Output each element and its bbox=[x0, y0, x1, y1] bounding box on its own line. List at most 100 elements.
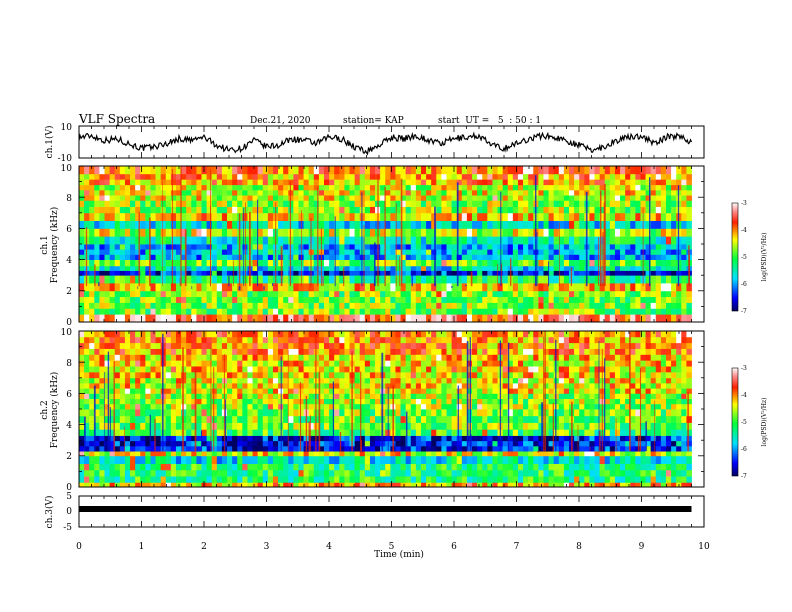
spectrogram-cell bbox=[482, 476, 488, 483]
spectrogram-cell bbox=[354, 254, 361, 260]
spectrogram-cell bbox=[558, 314, 565, 323]
spectrogram-cell bbox=[487, 463, 493, 471]
spectrogram-cell bbox=[380, 469, 386, 477]
spectrogram-cell bbox=[650, 290, 657, 298]
spectrogram-cell bbox=[227, 270, 233, 276]
spectrogram-cell bbox=[334, 429, 340, 436]
spectrogram-cell bbox=[512, 451, 519, 457]
spectrogram-cell bbox=[318, 476, 325, 483]
spectrogram-cell bbox=[324, 463, 330, 471]
spectrogram-cell bbox=[257, 244, 264, 250]
spectrogram-cell bbox=[303, 184, 310, 191]
spectrogram-cell bbox=[594, 314, 601, 323]
spectrogram-cell bbox=[395, 296, 401, 303]
spectrogram-cell bbox=[252, 435, 259, 442]
spectrogram-cell bbox=[278, 212, 284, 221]
spectrogram-cell bbox=[584, 440, 590, 447]
spectrogram-cell bbox=[150, 220, 156, 229]
spectrogram-cell bbox=[283, 403, 289, 410]
spectrogram-cell bbox=[206, 451, 213, 457]
spectrogram-cell bbox=[630, 236, 636, 245]
spectrogram-cell bbox=[232, 212, 238, 221]
spectrogram-cell bbox=[461, 296, 468, 303]
spectrogram-cell bbox=[324, 220, 330, 229]
spectrogram-cell bbox=[660, 173, 667, 180]
spectrogram-cell bbox=[426, 228, 432, 237]
spectrogram-cell bbox=[487, 275, 493, 284]
spectrogram-cell bbox=[451, 283, 458, 292]
spectrogram-cell bbox=[369, 244, 376, 250]
spectrogram-cell bbox=[339, 455, 345, 464]
spectrogram-cell bbox=[145, 476, 151, 483]
spectrogram-cell bbox=[380, 275, 386, 284]
spectrogram-cell bbox=[247, 283, 253, 292]
spectrogram-cell bbox=[288, 422, 294, 430]
spectrogram-cell bbox=[89, 451, 95, 457]
spectrogram-cell bbox=[318, 469, 325, 477]
spectrogram-cell bbox=[420, 206, 427, 214]
spectrogram-cell bbox=[257, 476, 264, 483]
spectrogram-cell bbox=[170, 314, 177, 323]
spectrogram-cell bbox=[104, 290, 111, 298]
spectrogram-cell bbox=[334, 463, 340, 471]
spectrogram-cell bbox=[375, 463, 381, 471]
spectrogram-cell bbox=[563, 476, 570, 483]
spectrogram-cell bbox=[533, 435, 539, 442]
spectrogram-cell bbox=[272, 195, 279, 201]
spectrogram-cell bbox=[625, 463, 631, 471]
spectrogram-cell bbox=[523, 455, 529, 464]
spectrogram-cell bbox=[191, 482, 197, 488]
spectrogram-cell bbox=[446, 469, 452, 477]
spectrogram-cell bbox=[574, 228, 580, 237]
spectrogram-cell bbox=[84, 302, 90, 309]
spectrogram-cell bbox=[227, 445, 233, 452]
spectrogram-cell bbox=[507, 195, 514, 201]
spectrogram-cell bbox=[175, 409, 182, 417]
spectrogram-cell bbox=[334, 206, 340, 214]
spectrogram-cell bbox=[354, 445, 361, 452]
spectrogram-cell bbox=[196, 259, 202, 267]
spectrogram-cell bbox=[135, 179, 141, 186]
spectrogram-cell bbox=[170, 236, 177, 245]
spectrogram-cell bbox=[339, 290, 345, 298]
spectrogram-cell bbox=[155, 275, 162, 284]
spectrogram-cell bbox=[625, 249, 631, 255]
spectrogram-cell bbox=[466, 189, 473, 196]
spectrogram-cell bbox=[645, 166, 652, 175]
spectrogram-cell bbox=[359, 212, 366, 221]
spectrogram-cell bbox=[186, 254, 192, 260]
spectrogram-cell bbox=[114, 173, 121, 180]
spectrogram-cell bbox=[135, 200, 141, 207]
spectrogram-cell bbox=[589, 463, 595, 471]
spectrogram-cell bbox=[267, 435, 274, 442]
spectrogram-cell bbox=[130, 314, 136, 323]
spectrogram-cell bbox=[196, 296, 202, 303]
spectrogram-cell bbox=[206, 200, 213, 207]
spectrogram-cell bbox=[206, 166, 213, 175]
spectrogram-cell bbox=[574, 254, 580, 260]
spectrogram-cell bbox=[497, 314, 504, 323]
spectrogram-cell bbox=[191, 296, 197, 303]
spectrogram-cell bbox=[303, 220, 310, 229]
spectrogram-cell bbox=[681, 440, 687, 447]
spectrogram-cell bbox=[671, 302, 677, 309]
spectrogram-cell bbox=[359, 429, 366, 436]
spectrogram-cell bbox=[574, 415, 580, 423]
spectrogram-cell bbox=[390, 275, 396, 284]
spectrogram-cell bbox=[523, 429, 529, 436]
spectrogram-cell bbox=[594, 296, 601, 303]
spectrogram-cell bbox=[640, 173, 646, 180]
spectrogram-cell bbox=[517, 212, 524, 221]
spectrogram-cell bbox=[191, 435, 197, 442]
spectrogram-cell bbox=[604, 259, 611, 267]
spectrogram-cell bbox=[589, 220, 595, 229]
spectrogram-cell bbox=[538, 275, 544, 284]
spectrogram-cell bbox=[512, 415, 519, 423]
spectrogram-cell bbox=[79, 220, 85, 229]
spectrogram-cell bbox=[594, 440, 601, 447]
spectrogram-cell bbox=[420, 482, 427, 488]
spectrogram-cell bbox=[84, 200, 90, 207]
spectrogram-cell bbox=[242, 179, 248, 186]
spectrogram-cell bbox=[594, 476, 601, 483]
spectrogram-cell bbox=[415, 166, 422, 175]
